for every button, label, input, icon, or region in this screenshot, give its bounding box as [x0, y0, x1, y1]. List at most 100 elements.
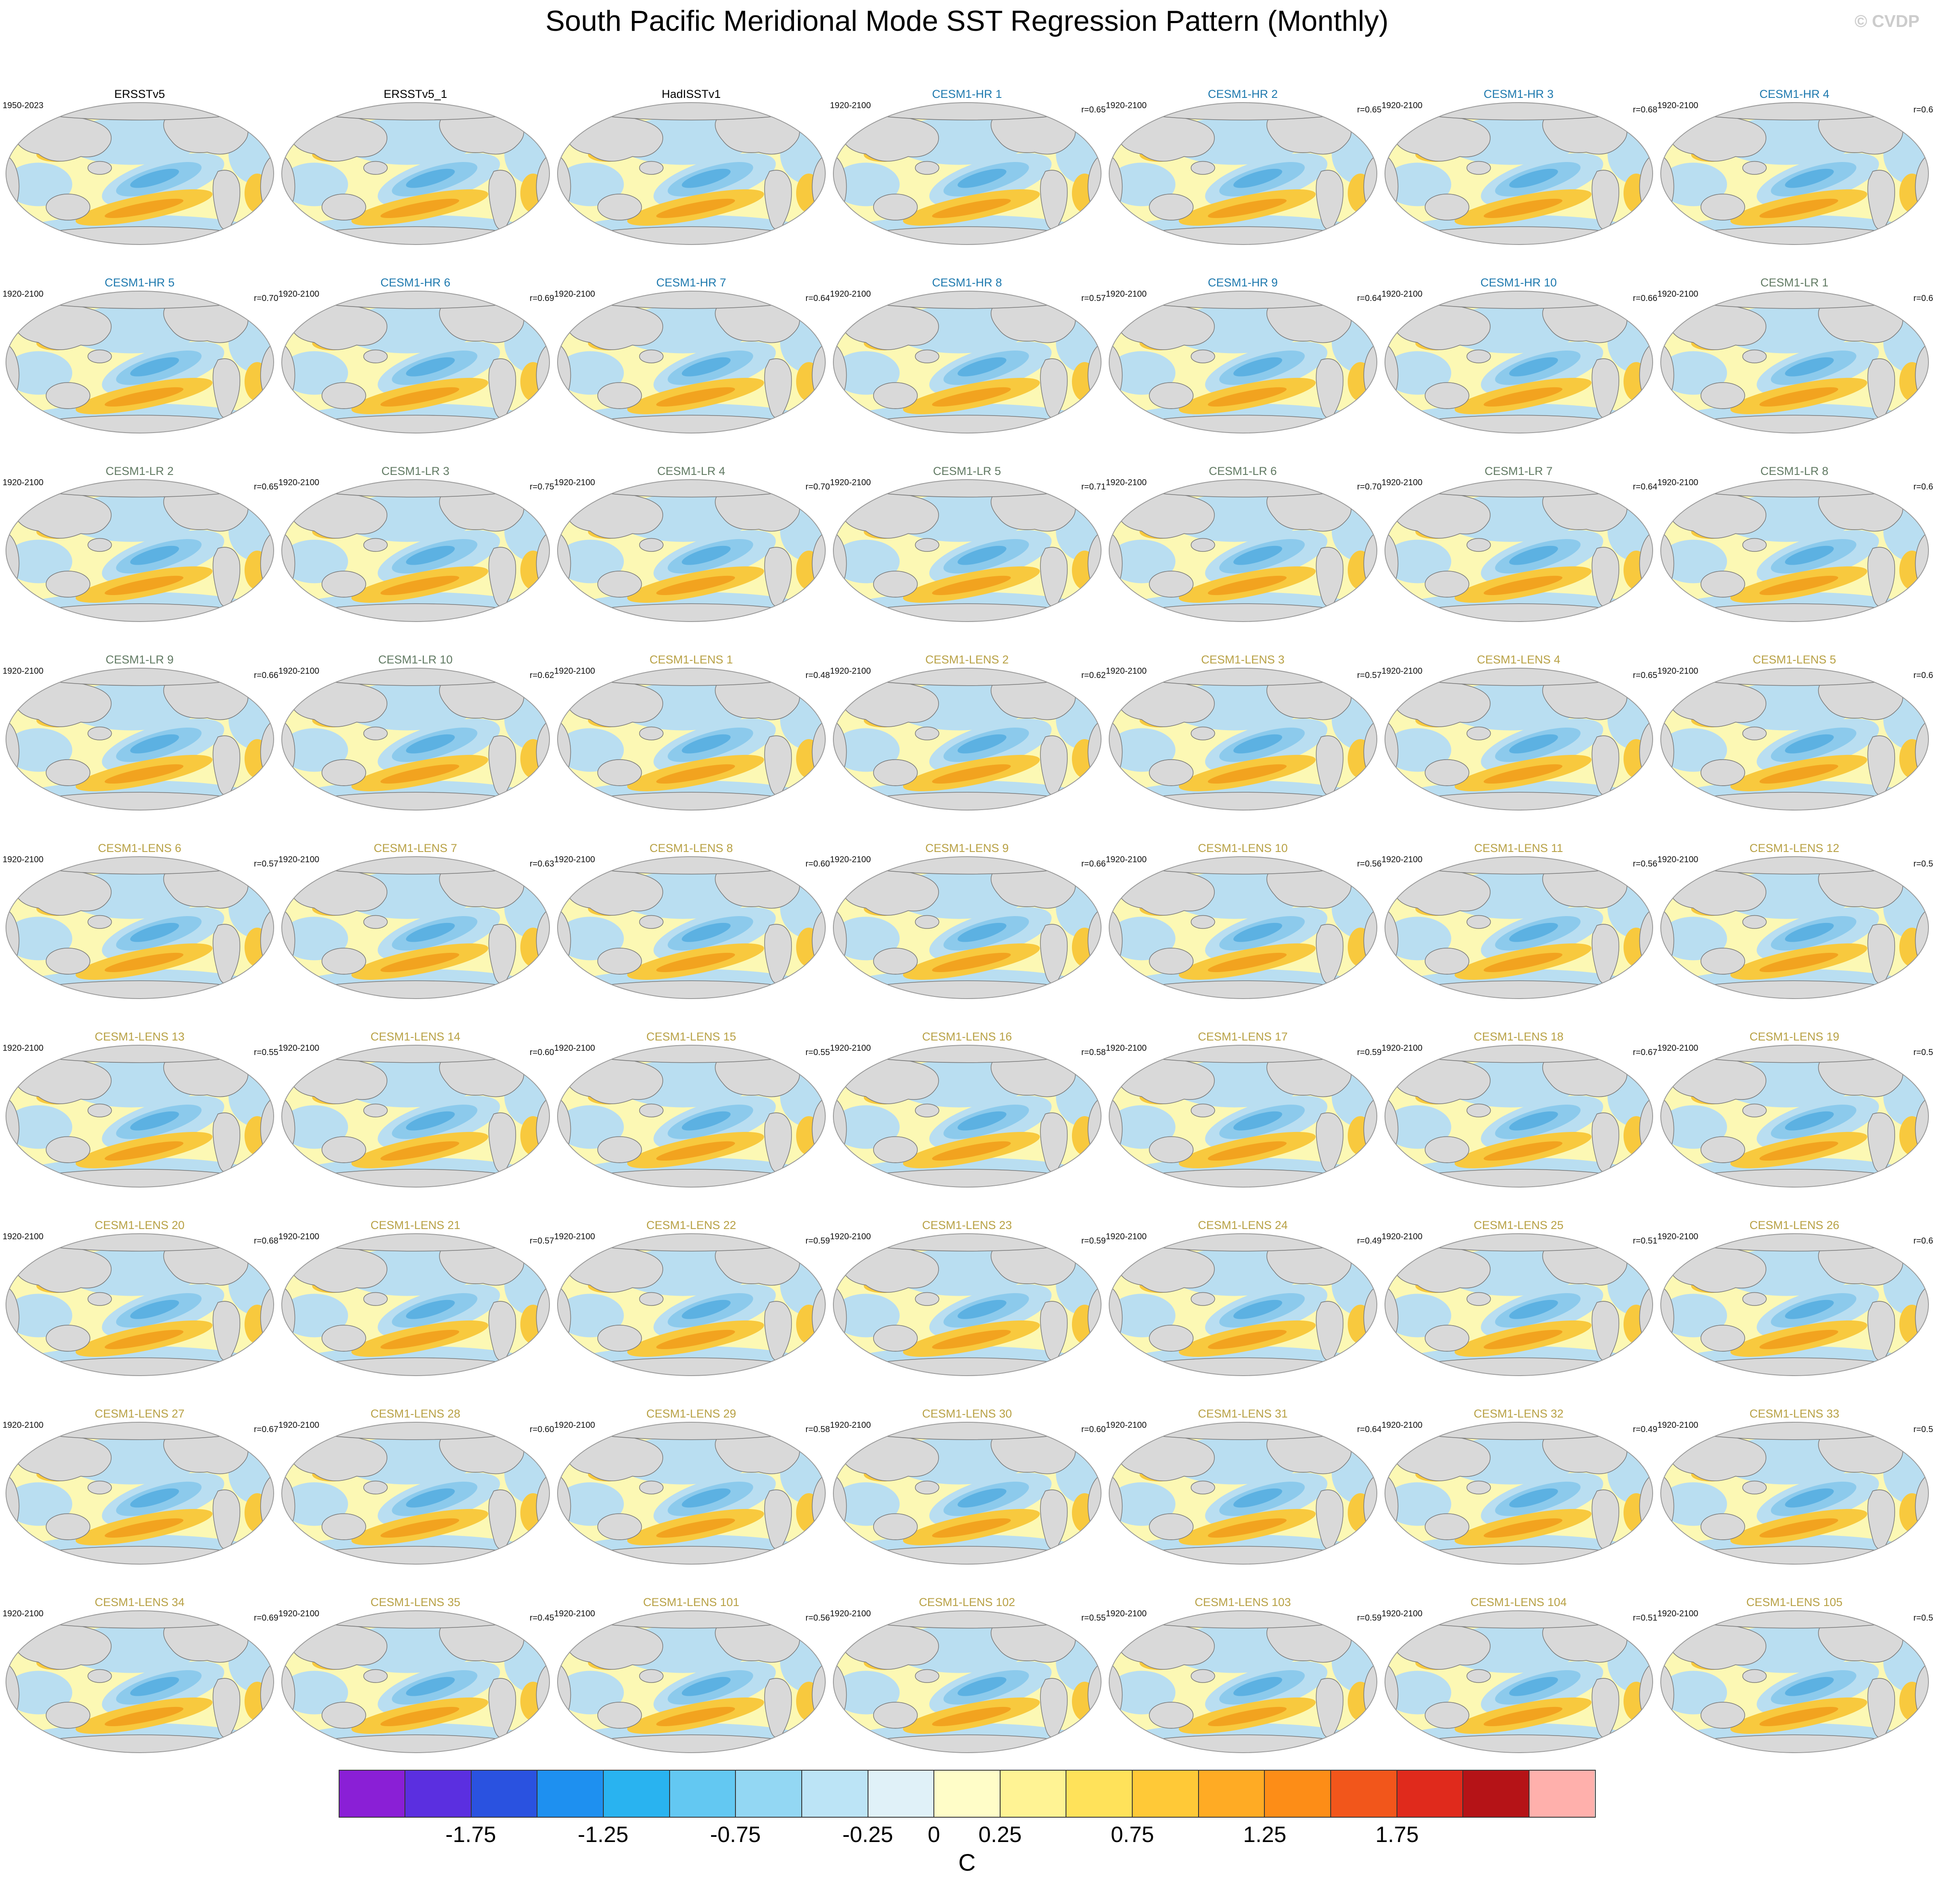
panel-rvalue: r=0.65: [254, 482, 278, 492]
panel-title: CESM1-LR 3: [381, 465, 450, 477]
panel-years: 1950-2023: [3, 101, 44, 110]
panel-years: 1920-2100: [830, 1043, 871, 1053]
colorbar-segment: [933, 1771, 1000, 1817]
cvdp-watermark: © CVDP: [1854, 12, 1919, 31]
panel-rvalue: r=0.70: [1357, 482, 1382, 492]
panel-title: CESM1-HR 8: [932, 276, 1002, 289]
panel-rvalue: r=0.75: [529, 482, 554, 492]
panel-years: 1920-2100: [1382, 478, 1423, 487]
map-panel: CESM1-LENS 104 1920-2100 r=0.51: [1381, 1595, 1657, 1783]
panel-title: CESM1-LENS 30: [922, 1407, 1012, 1420]
colorbar-segment: [735, 1771, 801, 1817]
world-map: [281, 1233, 551, 1376]
panel-title: CESM1-HR 10: [1480, 276, 1557, 289]
panel-years: 1920-2100: [1382, 1232, 1423, 1241]
panel-title: CESM1-LR 8: [1760, 465, 1829, 477]
panel-rvalue: r=0.48: [805, 671, 830, 680]
world-map: [556, 667, 827, 811]
map-panel: CESM1-LENS 22 1920-2100 r=0.59: [553, 1217, 830, 1406]
panel-title: CESM1-LENS 9: [925, 842, 1009, 855]
panel-title: CESM1-LENS 29: [646, 1407, 736, 1420]
panel-rvalue: r=0.62: [1081, 671, 1106, 680]
map-panel: CESM1-LENS 28 1920-2100 r=0.60: [278, 1406, 554, 1595]
panel-years: 1920-2100: [554, 1043, 595, 1053]
world-map: [1384, 667, 1654, 811]
panel-rvalue: r=0.64: [1357, 294, 1382, 303]
panel-years: 1920-2100: [3, 1232, 44, 1241]
world-map: [1384, 290, 1654, 434]
panel-years: 1920-2100: [554, 855, 595, 864]
panel-title: CESM1-LENS 105: [1746, 1596, 1843, 1609]
world-map: [1384, 102, 1654, 245]
world-map: [1384, 479, 1654, 622]
panel-rvalue: r=0.6: [1913, 294, 1933, 303]
panel-title: CESM1-LENS 28: [370, 1407, 461, 1420]
world-map: [832, 1044, 1102, 1188]
world-map: [1108, 479, 1378, 622]
panel-years: 1920-2100: [554, 1609, 595, 1618]
map-panel: CESM1-HR 5 1920-2100 r=0.70: [2, 275, 278, 463]
panel-years: 1920-2100: [1657, 1421, 1698, 1430]
map-panel: CESM1-LR 5 1920-2100 r=0.71: [829, 463, 1106, 652]
panel-title: CESM1-LR 10: [378, 653, 453, 666]
panel-rvalue: r=0.5: [1913, 859, 1933, 869]
world-map: [281, 1044, 551, 1188]
panel-rvalue: r=0.60: [529, 1048, 554, 1057]
world-map: [1659, 102, 1930, 245]
panel-title: CESM1-HR 3: [1483, 88, 1554, 100]
world-map: [281, 479, 551, 622]
world-map: [1108, 1233, 1378, 1376]
panel-years: 1920-2100: [278, 478, 319, 487]
panel-rvalue: r=0.5: [1913, 1425, 1933, 1434]
panel-years: 1920-2100: [1382, 1421, 1423, 1430]
panel-rvalue: r=0.66: [1081, 859, 1106, 869]
world-map: [1659, 1044, 1930, 1188]
panel-years: 1920-2100: [3, 1609, 44, 1618]
panel-years: 1920-2100: [1657, 1043, 1698, 1053]
map-panel: CESM1-LENS 5 1920-2100 r=0.6: [1656, 652, 1933, 840]
panel-years: 1920-2100: [1657, 1232, 1698, 1241]
panel-title: CESM1-LENS 1: [649, 653, 733, 666]
panel-title: CESM1-LR 6: [1208, 465, 1277, 477]
world-map: [5, 479, 275, 622]
world-map: [1384, 1044, 1654, 1188]
panel-rvalue: r=0.5: [1913, 1613, 1933, 1623]
map-panel: CESM1-LENS 1 1920-2100 r=0.48: [553, 652, 830, 840]
map-panel: CESM1-LR 1 1920-2100 r=0.6: [1656, 275, 1933, 463]
panel-years: 1920-2100: [1657, 289, 1698, 299]
colorbar-segment: [1396, 1771, 1463, 1817]
panel-rvalue: r=0.70: [254, 294, 278, 303]
panel-years: 1920-2100: [278, 855, 319, 864]
world-map: [1108, 1044, 1378, 1188]
colorbar-segment: [867, 1771, 934, 1817]
panel-rvalue: r=0.6: [1913, 671, 1933, 680]
panel-title: CESM1-LENS 18: [1473, 1030, 1564, 1043]
panel-years: 1920-2100: [554, 1421, 595, 1430]
colorbar-segment: [470, 1771, 537, 1817]
colorbar-tick-label: -1.25: [578, 1822, 629, 1847]
world-map: [556, 1044, 827, 1188]
panel-rvalue: r=0.56: [1633, 859, 1657, 869]
panel-title: CESM1-LENS 17: [1198, 1030, 1288, 1043]
colorbar-tick-label: 0.75: [1110, 1822, 1154, 1847]
panel-rvalue: r=0.65: [1633, 671, 1657, 680]
panel-rvalue: r=0.69: [254, 1613, 278, 1623]
world-map: [5, 667, 275, 811]
map-panel: CESM1-LENS 101 1920-2100 r=0.56: [553, 1595, 830, 1783]
panel-title: CESM1-LENS 31: [1198, 1407, 1288, 1420]
colorbar-segment: [339, 1771, 405, 1817]
panel-rvalue: r=0.57: [1081, 294, 1106, 303]
panel-title: CESM1-LR 2: [105, 465, 174, 477]
panel-rvalue: r=0.55: [1081, 1613, 1106, 1623]
panel-title: CESM1-LENS 12: [1749, 842, 1840, 855]
panel-title: CESM1-LR 1: [1760, 276, 1829, 289]
world-map: [556, 856, 827, 999]
colorbar-tick-label: 0: [927, 1822, 940, 1847]
panel-rvalue: r=0.60: [529, 1425, 554, 1434]
colorbar: [338, 1770, 1596, 1818]
panel-title: CESM1-LENS 7: [373, 842, 458, 855]
map-panel: CESM1-LENS 26 1920-2100 r=0.6: [1656, 1217, 1933, 1406]
panel-rvalue: r=0.64: [1633, 482, 1657, 492]
panel-rvalue: r=0.59: [1081, 1236, 1106, 1246]
panel-years: 1920-2100: [3, 666, 44, 676]
